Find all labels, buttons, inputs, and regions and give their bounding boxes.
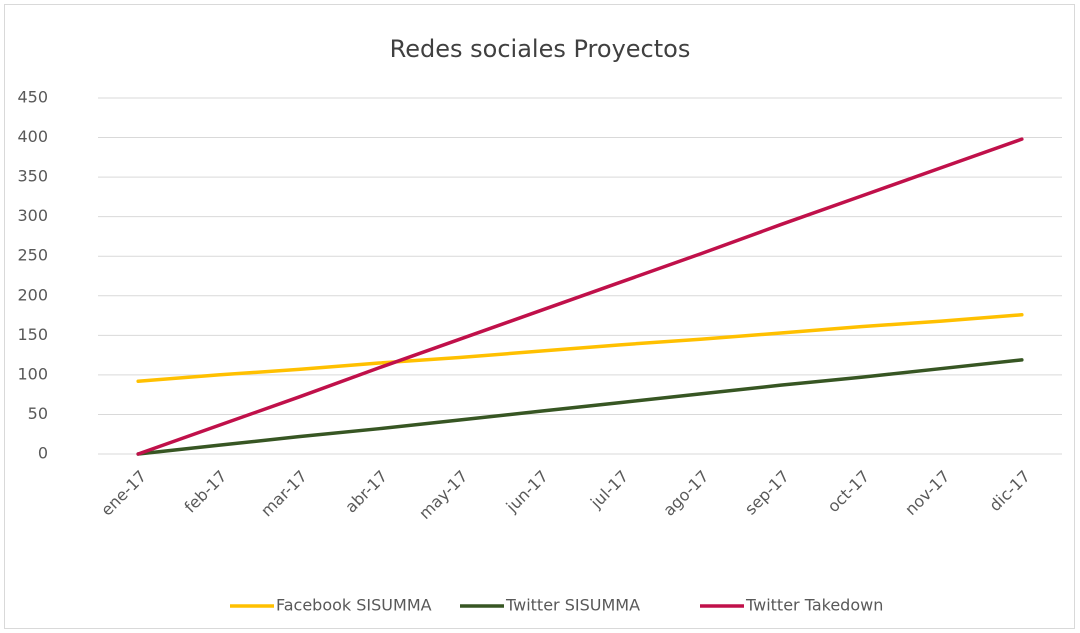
y-tick-label: 350 [17,167,48,186]
y-tick-label: 400 [17,127,48,146]
legend-label: Twitter Takedown [745,596,883,615]
y-tick-label: 200 [17,285,48,304]
chart-border [4,4,1075,629]
legend-label: Twitter SISUMMA [505,596,640,615]
y-tick-label: 0 [38,444,48,463]
y-tick-label: 50 [28,404,48,423]
series-line [136,313,1024,383]
series-line [136,137,1024,456]
y-tick-label: 450 [17,88,48,107]
y-tick-label: 300 [17,206,48,225]
series-line [136,358,1024,456]
legend-label: Facebook SISUMMA [276,596,432,615]
y-tick-label: 150 [17,325,48,344]
y-tick-label: 100 [17,364,48,383]
y-tick-label: 250 [17,246,48,265]
chart-title: Redes sociales Proyectos [390,35,691,63]
